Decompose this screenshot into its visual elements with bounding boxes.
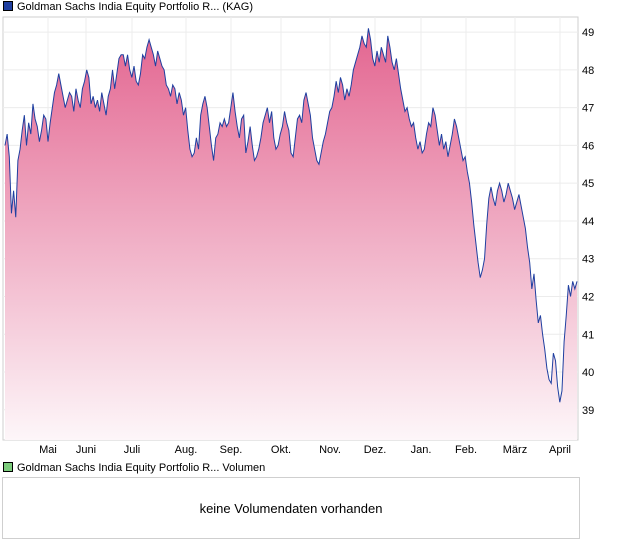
y-tick-label: 42 [582,291,594,303]
x-axis-ticks: Mai Juni Juli Aug. Sep. Okt. Nov. Dez. Jan. Feb. M… [39,444,571,456]
volume-panel: keine Volumendaten vorhanden [2,477,580,539]
y-tick-label: 40 [582,367,594,379]
y-tick-label: 47 [582,103,594,115]
y-tick-label: 46 [582,140,594,152]
x-tick-label: Jan. [411,444,432,456]
price-legend-label: Goldman Sachs India Equity Portfolio R..… [17,1,253,13]
x-tick-label: Dez. [364,444,387,456]
x-tick-label: März [503,444,527,456]
x-tick-label: Okt. [271,444,291,456]
x-tick-label: Nov. [319,444,341,456]
y-axis-ticks: 39 40 41 42 43 44 45 46 47 48 49 [582,27,594,417]
x-tick-label: April [549,444,571,456]
x-tick-label: Juli [124,444,141,456]
y-tick-label: 41 [582,329,594,341]
x-tick-label: Sep. [220,444,243,456]
y-tick-label: 49 [582,27,594,39]
volume-legend-swatch [3,462,13,472]
volume-legend-label: Goldman Sachs India Equity Portfolio R..… [17,462,266,474]
y-tick-label: 39 [582,405,594,417]
price-legend-swatch [3,1,13,11]
volume-legend: Goldman Sachs India Equity Portfolio R..… [3,461,265,475]
price-legend: Goldman Sachs India Equity Portfolio R..… [3,0,253,14]
y-tick-label: 48 [582,65,594,77]
price-line [4,28,578,403]
y-tick-label: 44 [582,216,594,228]
x-tick-label: Mai [39,444,57,456]
price-area [5,28,577,441]
y-tick-label: 45 [582,178,594,190]
no-volume-message: keine Volumendaten vorhanden [199,501,383,516]
y-tick-label: 43 [582,254,594,266]
x-tick-label: Juni [76,444,96,456]
x-tick-label: Feb. [455,444,477,456]
x-tick-label: Aug. [175,444,198,456]
